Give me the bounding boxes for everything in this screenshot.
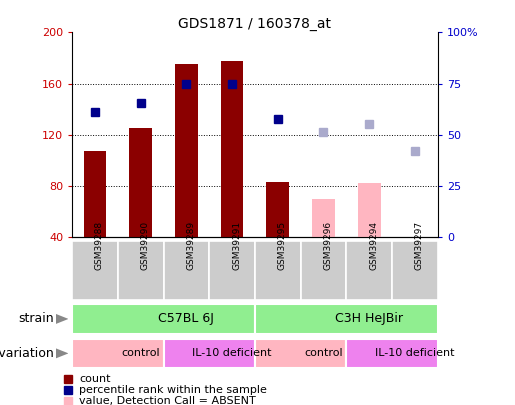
Text: GSM39290: GSM39290	[141, 221, 150, 270]
Bar	[175, 64, 198, 237]
Bar	[301, 241, 346, 300]
Text: GSM39296: GSM39296	[323, 221, 333, 270]
Polygon shape	[56, 314, 68, 324]
Text: IL-10 deficient: IL-10 deficient	[192, 348, 272, 358]
Text: strain: strain	[19, 312, 54, 326]
Bar	[72, 305, 255, 334]
Text: GSM39295: GSM39295	[278, 221, 287, 270]
Text: count: count	[79, 373, 111, 384]
Bar	[163, 241, 209, 300]
Polygon shape	[56, 348, 68, 358]
Bar	[220, 60, 244, 237]
Text: control: control	[304, 348, 343, 358]
Bar	[266, 182, 289, 237]
Bar	[118, 241, 163, 300]
Bar	[346, 339, 438, 368]
Title: GDS1871 / 160378_at: GDS1871 / 160378_at	[178, 17, 332, 31]
Text: C3H HeJBir: C3H HeJBir	[335, 312, 403, 326]
Bar	[255, 339, 346, 368]
Text: genotype/variation: genotype/variation	[0, 347, 54, 360]
Bar	[255, 305, 438, 334]
Bar	[346, 241, 392, 300]
Bar	[392, 241, 438, 300]
Bar	[129, 128, 152, 237]
Bar	[312, 198, 335, 237]
Bar	[72, 241, 118, 300]
Bar	[72, 339, 163, 368]
Text: GSM39297: GSM39297	[415, 221, 424, 270]
Text: C57BL 6J: C57BL 6J	[159, 312, 214, 326]
Text: IL-10 deficient: IL-10 deficient	[375, 348, 455, 358]
Text: percentile rank within the sample: percentile rank within the sample	[79, 385, 267, 395]
Bar	[209, 241, 255, 300]
Bar	[255, 241, 301, 300]
Text: GSM39288: GSM39288	[95, 221, 104, 270]
Bar	[358, 183, 381, 237]
Text: control: control	[122, 348, 160, 358]
Text: GSM39294: GSM39294	[369, 221, 378, 270]
Bar	[83, 151, 107, 237]
Bar	[163, 339, 255, 368]
Text: value, Detection Call = ABSENT: value, Detection Call = ABSENT	[79, 396, 256, 405]
Text: GSM39289: GSM39289	[186, 221, 195, 270]
Text: GSM39291: GSM39291	[232, 221, 241, 270]
